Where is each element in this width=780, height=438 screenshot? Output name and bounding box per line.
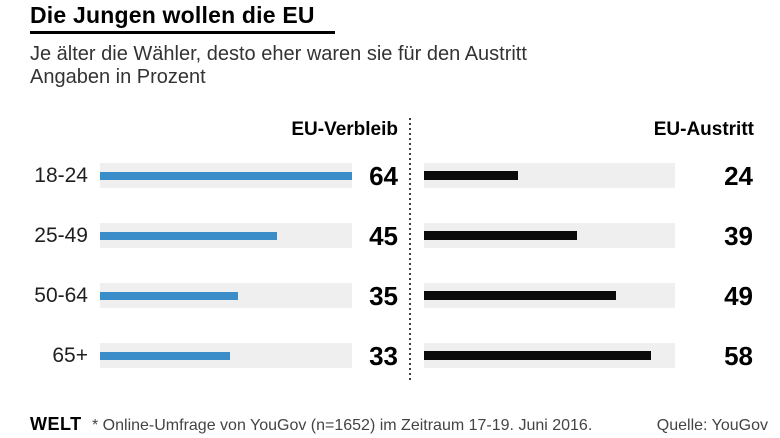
- chart-row-18-24: 18-24 64 24: [0, 161, 780, 191]
- leave-bar: [424, 291, 617, 300]
- remain-bar: [100, 171, 352, 180]
- remain-bar-track: [100, 343, 352, 368]
- leave-bar-track: [424, 163, 675, 188]
- title-underline: [30, 31, 335, 34]
- chart-row-50-64: 50-64 35 49: [0, 281, 780, 311]
- remain-value: 45: [369, 221, 398, 251]
- remain-bar: [100, 351, 230, 360]
- remain-bar-track: [100, 283, 352, 308]
- category-label: 18-24: [34, 164, 88, 187]
- remain-bar-track: [100, 223, 352, 248]
- remain-value: 64: [369, 161, 398, 191]
- leave-bar-track: [424, 343, 675, 368]
- source-credit: Quelle: YouGov: [656, 417, 768, 434]
- chart-row-65plus: 65+ 33 58: [0, 341, 780, 371]
- remain-value: 33: [369, 341, 398, 371]
- remain-value: 35: [369, 281, 398, 311]
- column-header-remain: EU-Verbleib: [291, 119, 398, 140]
- leave-bar-track: [424, 223, 675, 248]
- footnote: * Online-Umfrage von YouGov (n=1652) im …: [92, 417, 593, 434]
- chart-row-25-49: 25-49 45 39: [0, 221, 780, 251]
- leave-value: 24: [724, 161, 753, 191]
- leave-value: 58: [724, 341, 753, 371]
- page-title: Die Jungen wollen die EU: [30, 2, 315, 28]
- remain-bar: [100, 291, 238, 300]
- column-header-leave: EU-Austritt: [653, 119, 754, 140]
- leave-bar: [424, 351, 652, 360]
- leave-bar-track: [424, 283, 675, 308]
- dotted-divider: [409, 118, 411, 381]
- subtitle-line-2: Angaben in Prozent: [30, 66, 206, 88]
- leave-bar: [424, 231, 577, 240]
- remain-bar-track: [100, 163, 352, 188]
- category-label: 50-64: [34, 284, 88, 307]
- category-label: 65+: [52, 344, 88, 367]
- category-label: 25-49: [34, 224, 88, 247]
- leave-value: 39: [724, 221, 753, 251]
- leave-bar: [424, 171, 519, 180]
- welt-logo: WELT: [30, 414, 82, 434]
- subtitle-line-1: Je älter die Wähler, desto eher waren si…: [30, 43, 527, 65]
- remain-bar: [100, 231, 278, 240]
- leave-value: 49: [724, 281, 753, 311]
